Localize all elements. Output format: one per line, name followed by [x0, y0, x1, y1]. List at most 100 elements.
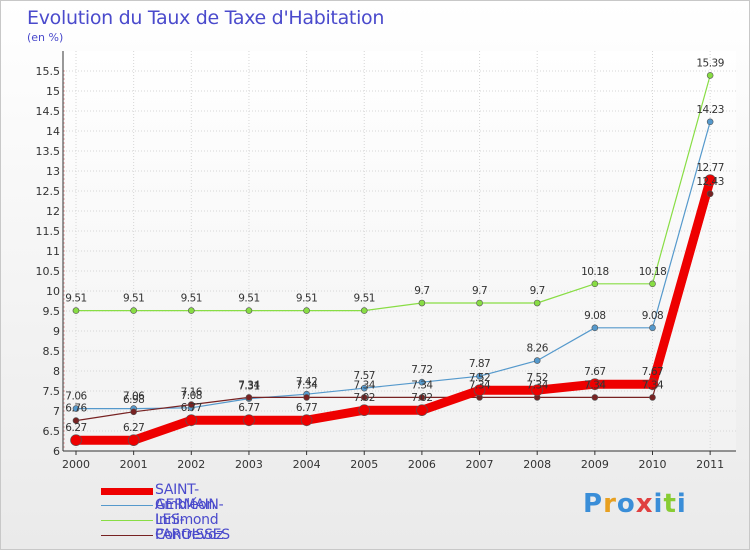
y-tick-label: 15: [46, 85, 60, 98]
x-tick-label: 2009: [581, 458, 609, 471]
data-point-contrevoz: [130, 408, 137, 416]
logo-letter: i: [653, 489, 664, 519]
data-label-ambl-on: 8.26: [527, 343, 549, 355]
data-point-innimond: [245, 307, 253, 314]
x-tick-label: 2001: [120, 458, 148, 471]
y-tick-label: 14: [46, 125, 60, 138]
legend-swatch-ambleon: [101, 505, 153, 506]
series-line-contrevoz: [75, 193, 711, 422]
data-label-innimond: 9.51: [296, 293, 317, 305]
data-label-ambl-on: 7.87: [469, 358, 490, 370]
y-tick-label: 6: [53, 445, 60, 458]
data-label-contrevoz: 7.34: [527, 379, 549, 391]
data-point-innimond: [303, 307, 310, 314]
data-point-innimond: [649, 280, 656, 288]
data-label-saint-germain-les-paroisses: 6.77: [296, 402, 317, 414]
data-label-saint-germain-les-paroisses: 7.67: [584, 366, 605, 378]
data-label-ambl-on: 7.08: [181, 390, 202, 402]
data-point-saint-germain-les-paroisses: [185, 414, 198, 427]
data-point-innimond: [360, 307, 368, 314]
legend-label-saint-germain: SAINT-GERMAIN-LES-PAROISSES: [155, 482, 230, 543]
data-label-innimond: 9.51: [238, 293, 259, 305]
y-tick-label: 11: [46, 245, 60, 258]
x-tick-label: 2000: [62, 458, 90, 471]
y-tick-label: 6.5: [43, 425, 61, 438]
logo-letter: r: [603, 489, 617, 519]
x-tick-label: 2007: [466, 458, 494, 471]
chart-title: Evolution du Taux de Taxe d'Habitation: [27, 7, 385, 29]
data-point-saint-germain-les-paroisses: [473, 384, 486, 397]
data-point-saint-germain-les-paroisses: [70, 434, 82, 447]
data-point-contrevoz: [591, 394, 599, 401]
data-label-saint-germain-les-paroisses: 7.52: [469, 372, 490, 384]
x-tick-label: 2003: [235, 458, 263, 471]
data-label-innimond: 9.51: [123, 293, 144, 305]
data-label-ambl-on: 9.08: [642, 310, 663, 322]
data-point-saint-germain-les-paroisses: [127, 434, 140, 447]
data-point-ambl-on: [706, 118, 714, 126]
data-label-innimond: 10.18: [581, 266, 609, 278]
data-label-contrevoz: 7.34: [642, 379, 664, 391]
legend-label-contrevoz: Contrevoz: [155, 527, 224, 543]
data-label-saint-germain-les-paroisses: 7.67: [642, 366, 663, 378]
proxiti-logo: Proxiti: [583, 489, 687, 519]
data-point-saint-germain-les-paroisses: [300, 414, 313, 427]
y-tick-label: 15.5: [36, 65, 61, 78]
y-tick-label: 13: [46, 165, 60, 178]
y-tick-label: 10: [46, 285, 60, 298]
data-point-innimond: [476, 299, 483, 307]
data-label-innimond: 9.7: [414, 285, 429, 297]
data-label-ambl-on: 14.23: [696, 104, 724, 116]
data-label-innimond: 9.7: [472, 285, 487, 297]
data-label-contrevoz: 6.76: [65, 403, 87, 415]
data-point-contrevoz: [303, 394, 310, 401]
y-tick-label: 8: [53, 365, 60, 378]
data-point-saint-germain-les-paroisses: [704, 174, 716, 186]
data-label-ambl-on: 7.42: [296, 376, 317, 388]
data-label-innimond: 15.39: [696, 57, 724, 69]
data-label-innimond: 10.18: [639, 266, 667, 278]
legend-swatch-saint-germain: [101, 488, 153, 495]
data-point-innimond: [130, 307, 137, 314]
data-point-innimond: [72, 307, 80, 314]
data-point-saint-germain-les-paroisses: [531, 384, 544, 397]
y-tick-label: 7.5: [43, 385, 61, 398]
y-tick-label: 12: [46, 205, 60, 218]
y-tick-label: 9: [53, 325, 60, 338]
data-label-ambl-on: 7.57: [354, 370, 375, 382]
y-tick-label: 9.5: [43, 305, 61, 318]
data-label-innimond: 9.51: [354, 293, 375, 305]
y-tick-label: 12.5: [36, 185, 61, 198]
data-point-innimond: [188, 307, 195, 314]
data-point-contrevoz: [649, 394, 656, 401]
y-tick-label: 14.5: [36, 105, 61, 118]
data-point-saint-germain-les-paroisses: [358, 404, 371, 417]
data-label-ambl-on: 9.08: [584, 310, 605, 322]
unit-label: (en %): [27, 31, 64, 44]
logo-letter: o: [616, 489, 636, 519]
data-label-innimond: 9.7: [530, 285, 545, 297]
data-label-ambl-on: 7.06: [123, 391, 145, 403]
data-point-contrevoz: [706, 190, 714, 198]
y-tick-label: 10.5: [36, 265, 61, 278]
data-point-contrevoz: [418, 394, 426, 401]
logo-letter: t: [663, 489, 677, 519]
data-point-contrevoz: [72, 417, 80, 424]
data-label-contrevoz: 7.34: [584, 379, 606, 391]
data-point-innimond: [706, 72, 714, 79]
series-line-innimond: [76, 75, 711, 312]
data-label-contrevoz: 7.34: [411, 379, 433, 391]
data-label-contrevoz: 7.16: [181, 387, 203, 399]
x-tick-label: 2010: [639, 458, 667, 471]
data-point-saint-germain-les-paroisses: [243, 414, 255, 427]
data-label-saint-germain-les-paroisses: 7.02: [354, 392, 375, 404]
legend-label-innimond: Innimond: [155, 512, 219, 528]
x-tick-label: 2011: [696, 458, 724, 471]
data-label-ambl-on: 7.72: [411, 364, 432, 376]
data-label-contrevoz: 6.98: [123, 394, 144, 406]
data-point-innimond: [418, 299, 426, 307]
data-label-saint-germain-les-paroisses: 6.27: [123, 422, 144, 434]
data-point-ambl-on: [591, 324, 599, 332]
